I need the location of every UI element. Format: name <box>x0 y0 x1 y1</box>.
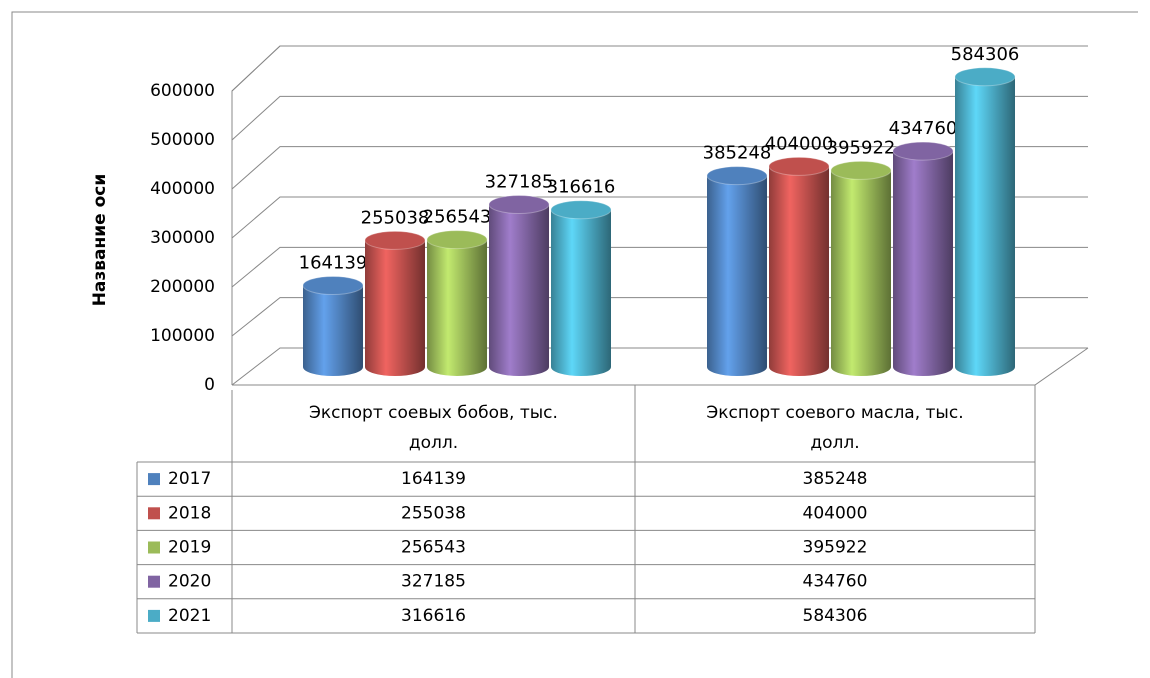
table-value: 584306 <box>803 606 868 626</box>
bar-top <box>302 275 364 295</box>
bar <box>768 156 830 376</box>
bar-body <box>955 76 1015 377</box>
value-label: 316616 <box>547 177 616 198</box>
bar-top <box>892 141 954 161</box>
bar <box>426 230 488 376</box>
value-label: 164139 <box>299 252 368 273</box>
table-value: 385248 <box>803 469 868 489</box>
bar-body <box>707 175 767 376</box>
value-label: 434760 <box>889 118 958 139</box>
bar-body <box>489 204 549 376</box>
bar <box>550 200 612 376</box>
y-tick-label: 500000 <box>150 130 215 150</box>
table-value: 327185 <box>401 572 466 592</box>
bar-top <box>550 200 612 220</box>
legend-swatch <box>148 609 160 622</box>
bar <box>892 141 954 376</box>
bar-body <box>769 166 829 376</box>
y-tick-label: 600000 <box>150 81 215 101</box>
bar-top <box>364 230 426 250</box>
legend-label: 2018 <box>168 503 211 523</box>
category-label: Экспорт соевых бобов, тыс. долл. <box>309 403 558 453</box>
legend-label: 2020 <box>168 572 211 592</box>
bar-top <box>830 160 892 180</box>
bar-body <box>551 209 611 376</box>
table-value: 404000 <box>803 503 868 523</box>
grid-line <box>231 45 1088 92</box>
bar <box>364 230 426 376</box>
bar-body <box>303 285 363 376</box>
table-value: 256543 <box>401 538 466 558</box>
value-label: 256543 <box>423 207 492 228</box>
side-wall <box>231 45 281 385</box>
value-label: 255038 <box>361 207 430 228</box>
table-border <box>136 385 1036 633</box>
grid-line <box>231 95 1088 141</box>
grid-line <box>231 146 1088 190</box>
bar-top <box>768 156 830 176</box>
bar <box>954 67 1016 377</box>
value-label: 327185 <box>485 171 554 192</box>
bar <box>302 275 364 376</box>
value-label: 404000 <box>765 133 834 154</box>
value-label: 395922 <box>827 137 896 158</box>
bar-body <box>831 170 891 376</box>
y-tick-label: 400000 <box>150 179 215 199</box>
bar-top <box>488 194 550 214</box>
legend-swatch <box>148 507 160 520</box>
legend-label: 2019 <box>168 538 211 558</box>
table-value: 255038 <box>401 503 466 523</box>
bar-body <box>893 151 953 376</box>
legend-swatch <box>148 575 160 588</box>
table-value: 316616 <box>401 606 466 626</box>
bar-body <box>427 239 487 376</box>
bar-top <box>706 166 768 186</box>
y-tick-label: 200000 <box>150 277 215 297</box>
value-label: 584306 <box>951 44 1020 65</box>
bar-top <box>426 230 488 250</box>
table-value: 164139 <box>401 469 466 489</box>
table-value: 395922 <box>803 538 868 558</box>
bar <box>488 194 550 376</box>
legend-swatch <box>148 541 160 554</box>
legend-label: 2017 <box>168 469 211 489</box>
frame <box>11 11 1138 678</box>
legend-label: 2021 <box>168 606 211 626</box>
y-axis-title: Название оси <box>90 174 110 307</box>
table-value: 434760 <box>803 572 868 592</box>
category-label: Экспорт соевого масла, тыс. долл. <box>706 403 963 453</box>
bar-top <box>954 67 1016 87</box>
bar <box>830 160 892 376</box>
bar <box>706 166 768 376</box>
y-tick-label: 0 <box>204 375 215 395</box>
value-label: 385248 <box>703 143 772 164</box>
y-tick-label: 300000 <box>150 228 215 248</box>
legend-swatch <box>148 473 160 486</box>
y-tick-label: 100000 <box>150 326 215 346</box>
bar-body <box>365 240 425 376</box>
